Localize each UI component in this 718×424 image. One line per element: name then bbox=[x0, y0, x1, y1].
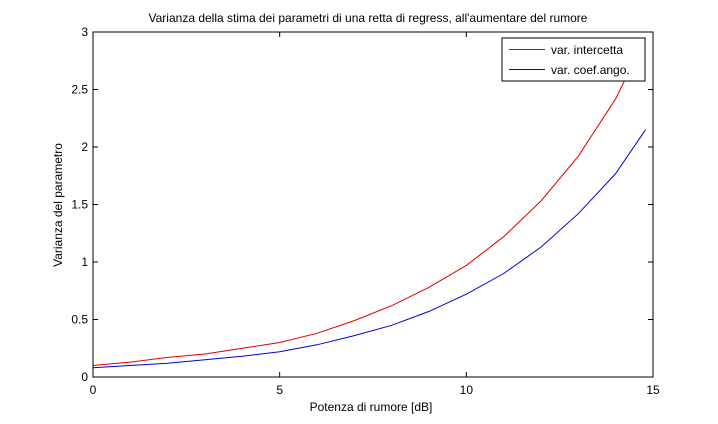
y-axis-label: Varianza del parametro bbox=[51, 143, 65, 267]
x-tick-label: 0 bbox=[90, 383, 97, 397]
y-axis: 0 0.5 1 1.5 2 2.5 3 bbox=[71, 25, 653, 384]
y-tick-label: 0.5 bbox=[71, 313, 88, 327]
y-tick-label: 1 bbox=[81, 255, 88, 269]
legend-box bbox=[501, 37, 646, 82]
series-layer bbox=[92, 37, 646, 369]
x-tick-label: 10 bbox=[460, 383, 474, 397]
y-tick-label: 2.5 bbox=[71, 83, 88, 97]
x-axis-label: Potenza di rumore [dB] bbox=[310, 400, 433, 414]
plot-area-frame bbox=[92, 31, 654, 378]
y-tick-label: 2 bbox=[81, 140, 88, 154]
y-tick-label: 3 bbox=[81, 25, 88, 39]
legend-label-intercetta: var. intercetta bbox=[551, 43, 623, 57]
series-line-0 bbox=[92, 37, 646, 366]
y-tick-label: 0 bbox=[81, 370, 88, 384]
x-tick-label: 5 bbox=[276, 383, 283, 397]
y-tick-label: 1.5 bbox=[71, 198, 88, 212]
legend: var. intercetta var. coef.ango. bbox=[501, 37, 646, 82]
x-axis: 0 5 10 15 bbox=[90, 32, 660, 397]
x-tick-label: 15 bbox=[646, 383, 660, 397]
series-line-1 bbox=[92, 129, 646, 369]
legend-label-coef-ango: var. coef.ango. bbox=[551, 63, 630, 77]
chart-title: Varianza della stima dei parametri di un… bbox=[149, 11, 588, 25]
